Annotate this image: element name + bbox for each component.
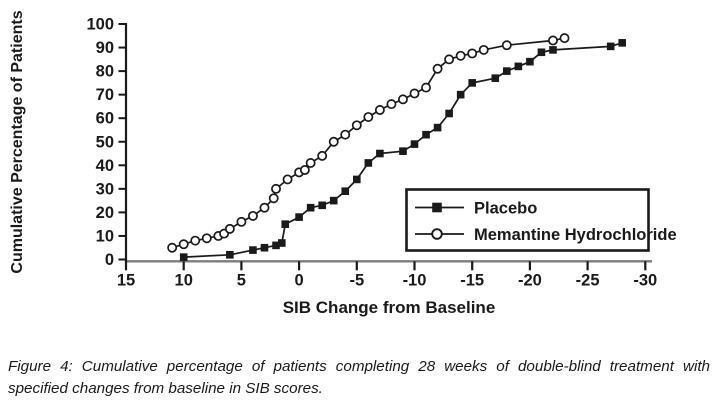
memantine-marker [178,239,189,250]
legend-placebo-label: Placebo [474,200,537,218]
placebo-marker [606,42,615,51]
memantine-marker [455,50,466,61]
placebo-marker [249,246,257,254]
memantine-marker [282,174,293,185]
placebo-marker [410,140,419,148]
placebo-marker [226,250,234,259]
y-tick-label: 30 [96,180,114,198]
y-tick-label: 60 [96,110,114,128]
memantine-marker [259,202,270,213]
memantine-marker [398,94,408,105]
legend-box [405,188,650,252]
memantine-marker [467,48,478,59]
y-tick-label: 10 [96,227,114,245]
x-tick-label: -10 [403,272,427,290]
x-tick-label: -20 [518,272,542,290]
placebo-marker [260,243,269,252]
placebo-marker [277,239,286,247]
memantine-marker [299,165,310,175]
y-tick-label: 90 [96,39,114,57]
memantine-marker [305,157,316,168]
x-tick-label: 10 [175,272,193,290]
legend-memantine-label: Memantine Hydrochloride [474,226,677,244]
placebo-marker [422,130,430,139]
legend-memantine-marker [431,228,443,240]
memantine-marker [374,105,385,115]
figure-caption: Figure 4: Cumulative percentage of patie… [8,358,710,397]
memantine-marker [444,54,455,65]
memantine-marker [236,216,247,227]
memantine-marker [247,210,258,221]
placebo-marker [445,109,453,118]
placebo-marker [179,253,188,261]
placebo-marker [526,57,534,66]
x-axis-title: SIB Change from Baseline [283,298,496,317]
x-tick-label: -30 [633,272,657,290]
memantine-marker [340,129,351,140]
y-axis-title: Cumulative Percentage of Patients [9,10,26,273]
placebo-marker [364,159,373,167]
y-tick-label: 50 [96,133,114,151]
placebo-marker [376,149,384,158]
legend-item-placebo: Placebo [415,200,537,218]
placebo-marker [281,220,290,228]
memantine-marker [501,40,512,51]
placebo-marker [295,213,303,221]
legend: Placebo Memantine Hydrochloride [405,188,677,252]
y-tick-label: 100 [86,16,114,34]
y-tick-label: 0 [105,251,114,269]
memantine-marker [386,99,397,110]
x-tick-label: 0 [295,272,304,290]
placebo-marker [491,74,500,82]
memantine-marker [363,112,374,122]
memantine-marker [268,193,279,204]
memantine-marker [328,136,339,147]
placebo-marker [399,147,407,155]
memantine-marker [351,120,362,131]
placebo-marker [503,67,511,75]
memantine-marker [421,82,431,93]
memantine-marker [271,183,281,194]
x-tick-label: 5 [237,272,246,290]
placebo-marker [353,175,361,184]
memantine-marker [190,235,201,246]
y-tick-label: 80 [96,63,114,81]
memantine-marker [167,242,178,253]
x-tick-label: 15 [117,272,135,290]
x-tick-label: -25 [576,272,600,290]
placebo-marker [537,48,546,57]
memantine-marker [201,233,212,244]
memantine-marker [432,63,443,74]
x-tick-label: -15 [460,272,484,290]
placebo-marker [549,46,557,54]
placebo-marker [468,79,476,87]
placebo-marker [618,39,627,47]
placebo-marker [341,187,350,196]
y-tick-label: 20 [96,204,114,222]
memantine-marker [409,88,420,99]
memantine-marker [548,35,558,46]
memantine-marker [559,33,570,44]
x-ticks: 15 10 5 0 -5 -10 -15 -20 -25 -30 [117,261,657,290]
y-ticks: 0 10 20 30 40 50 60 70 80 90 100 [86,16,126,269]
y-tick-label: 70 [96,86,114,104]
placebo-marker [433,123,442,132]
memantine-marker [224,223,235,234]
placebo-marker [272,241,280,250]
placebo-marker [318,201,326,210]
memantine-marker [478,44,489,55]
series-layer [167,33,627,261]
placebo-marker [456,90,465,99]
legend-item-memantine: Memantine Hydrochloride [415,226,677,244]
memantine-marker [317,150,328,161]
placebo-marker [306,203,315,212]
legend-placebo-marker [432,202,442,213]
placebo-marker [514,62,523,71]
x-tick-label: -5 [349,272,364,290]
placebo-marker [329,196,338,205]
y-tick-label: 40 [96,157,114,175]
